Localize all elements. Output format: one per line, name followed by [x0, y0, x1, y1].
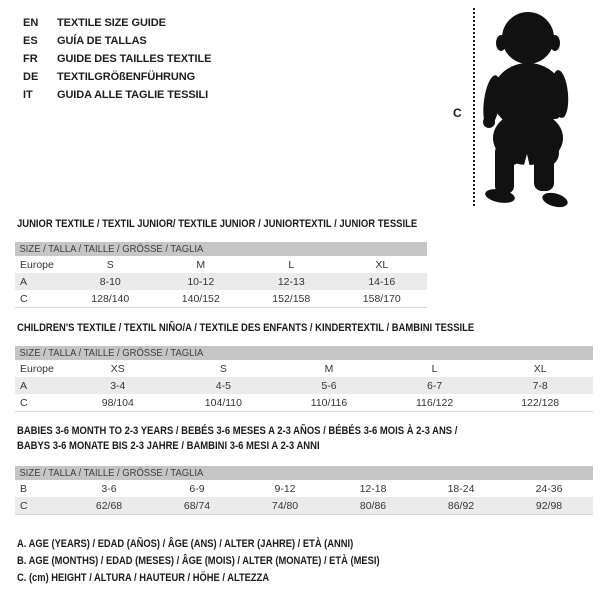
table-row: Europe S M L XL — [15, 256, 427, 273]
table-cell: L — [431, 362, 438, 375]
table-cell: 6-7 — [426, 379, 443, 392]
note-height-cm: C. (cm) HEIGHT / ALTURA / HAUTEUR / HÖHE… — [17, 572, 270, 584]
table-cell: XS — [110, 362, 125, 375]
table-cell: 3-6 — [101, 482, 117, 495]
babies-table-title: BABIES 3-6 MONTH TO 2-3 YEARS / BEBÉS 3-… — [17, 425, 458, 452]
language-title: TEXTILGRÖßENFÜHRUNG — [57, 71, 196, 83]
language-title: GUIDA ALLE TAGLIE TESSILI — [57, 89, 209, 101]
babies-size-table: SIZE / TALLA / TAILLE / GRÖSSE / TAGLIA … — [15, 466, 593, 515]
row-label: Europe — [20, 362, 54, 375]
language-row: IT GUIDA ALLE TAGLIE TESSILI — [23, 86, 211, 104]
table-cell: 18-24 — [447, 482, 475, 495]
table-cell: 12-18 — [359, 482, 387, 495]
language-code: DE — [23, 71, 39, 83]
table-cell: 62/68 — [95, 499, 123, 512]
table-cell: 98/104 — [101, 396, 134, 409]
size-header-band: SIZE / TALLA / TAILLE / GRÖSSE / TAGLIA — [15, 346, 593, 360]
junior-size-table: SIZE / TALLA / TAILLE / GRÖSSE / TAGLIA … — [15, 242, 427, 308]
language-code: ES — [23, 35, 38, 47]
language-row: FR GUIDE DES TAILLES TEXTILE — [23, 50, 211, 68]
table-rows: Europe XS S M L XL A 3-4 4-5 5-6 6-7 7-8 C 98/104 104/… — [15, 360, 593, 411]
table-cell: 7-8 — [532, 379, 548, 392]
children-table-title: CHILDREN'S TEXTILE / TEXTIL NIÑO/A / TEX… — [17, 322, 475, 334]
size-header-label: SIZE / TALLA / TAILLE / GRÖSSE / TAGLIA — [19, 347, 204, 359]
row-label: Europe — [20, 258, 54, 271]
language-title: TEXTILE SIZE GUIDE — [57, 17, 166, 29]
row-label: A — [20, 275, 28, 288]
language-row: DE TEXTILGRÖßENFÜHRUNG — [23, 68, 211, 86]
table-cell: L — [288, 258, 295, 271]
table-cell: 24-36 — [535, 482, 563, 495]
table-rows: Europe S M L XL A 8-10 10-12 12-13 14-16 C 128/140 1… — [15, 256, 427, 307]
table-cell: M — [324, 362, 334, 375]
language-row: EN TEXTILE SIZE GUIDE — [23, 14, 211, 32]
language-code: IT — [23, 89, 33, 101]
table-cell: 74/80 — [271, 499, 299, 512]
table-row: C 62/68 68/74 74/80 80/86 86/92 92/98 — [15, 497, 593, 514]
row-label: C — [20, 396, 28, 409]
table-cell: 12-13 — [277, 275, 305, 288]
table-cell: 3-4 — [110, 379, 126, 392]
table-row: B 3-6 6-9 9-12 12-18 18-24 24-36 — [15, 480, 593, 497]
table-cell: S — [106, 258, 114, 271]
size-header-label: SIZE / TALLA / TAILLE / GRÖSSE / TAGLIA — [19, 243, 204, 255]
table-cell: 68/74 — [183, 499, 211, 512]
table-cell: 152/158 — [272, 292, 311, 305]
language-title: GUÍA DE TALLAS — [57, 35, 147, 47]
note-age-years: A. AGE (YEARS) / EDAD (AÑOS) / ÂGE (ANS)… — [17, 538, 354, 550]
table-cell: 6-9 — [189, 482, 205, 495]
size-header-band: SIZE / TALLA / TAILLE / GRÖSSE / TAGLIA — [15, 466, 593, 480]
row-label: B — [20, 482, 28, 495]
legend-notes: A. AGE (YEARS) / EDAD (AÑOS) / ÂGE (ANS)… — [17, 536, 444, 587]
table-cell: 86/92 — [447, 499, 475, 512]
note-age-months: B. AGE (MONTHS) / EDAD (MESES) / ÂGE (MO… — [17, 555, 380, 567]
language-code: EN — [23, 17, 39, 29]
language-row: ES GUÍA DE TALLAS — [23, 32, 211, 50]
table-cell: 92/98 — [535, 499, 563, 512]
language-list: EN TEXTILE SIZE GUIDE ES GUÍA DE TALLAS … — [23, 14, 211, 104]
table-cell: 128/140 — [91, 292, 130, 305]
row-label: C — [20, 499, 28, 512]
table-cell: 14-16 — [368, 275, 396, 288]
table-cell: 10-12 — [187, 275, 215, 288]
size-header-label: SIZE / TALLA / TAILLE / GRÖSSE / TAGLIA — [19, 467, 204, 479]
toddler-silhouette — [483, 12, 569, 208]
table-row: C 128/140 140/152 152/158 158/170 — [15, 290, 427, 307]
table-cell: XL — [533, 362, 547, 375]
table-cell: 122/128 — [521, 396, 560, 409]
table-cell: 5-6 — [321, 379, 337, 392]
table-cell: 110/116 — [310, 396, 348, 409]
table-cell: 80/86 — [359, 499, 387, 512]
language-title: GUIDE DES TAILLES TEXTILE — [57, 53, 212, 65]
table-cell: 116/122 — [415, 396, 454, 409]
row-label: C — [20, 292, 28, 305]
table-cell: M — [196, 258, 206, 271]
table-cell: 158/170 — [362, 292, 401, 305]
table-rows: B 3-6 6-9 9-12 12-18 18-24 24-36 C 62/68 68/74 74/… — [15, 480, 593, 514]
table-row: A 3-4 4-5 5-6 6-7 7-8 — [15, 377, 593, 394]
table-cell: 9-12 — [274, 482, 296, 495]
table-cell: S — [219, 362, 227, 375]
height-measure-dotted-line — [473, 8, 475, 206]
junior-table-title: JUNIOR TEXTILE / TEXTIL JUNIOR/ TEXTILE … — [17, 218, 418, 230]
table-row: C 98/104 104/110 110/116 116/122 122/128 — [15, 394, 593, 411]
table-cell: 4-5 — [215, 379, 231, 392]
row-label: A — [20, 379, 28, 392]
children-size-table: SIZE / TALLA / TAILLE / GRÖSSE / TAGLIA … — [15, 346, 593, 412]
table-cell: XL — [375, 258, 389, 271]
height-measure-label: C — [453, 106, 462, 120]
table-cell: 140/152 — [181, 292, 220, 305]
size-header-band: SIZE / TALLA / TAILLE / GRÖSSE / TAGLIA — [15, 242, 427, 256]
table-row: Europe XS S M L XL — [15, 360, 593, 377]
table-cell: 8-10 — [99, 275, 121, 288]
table-cell: 104/110 — [204, 396, 242, 409]
table-row: A 8-10 10-12 12-13 14-16 — [15, 273, 427, 290]
language-code: FR — [23, 53, 38, 65]
